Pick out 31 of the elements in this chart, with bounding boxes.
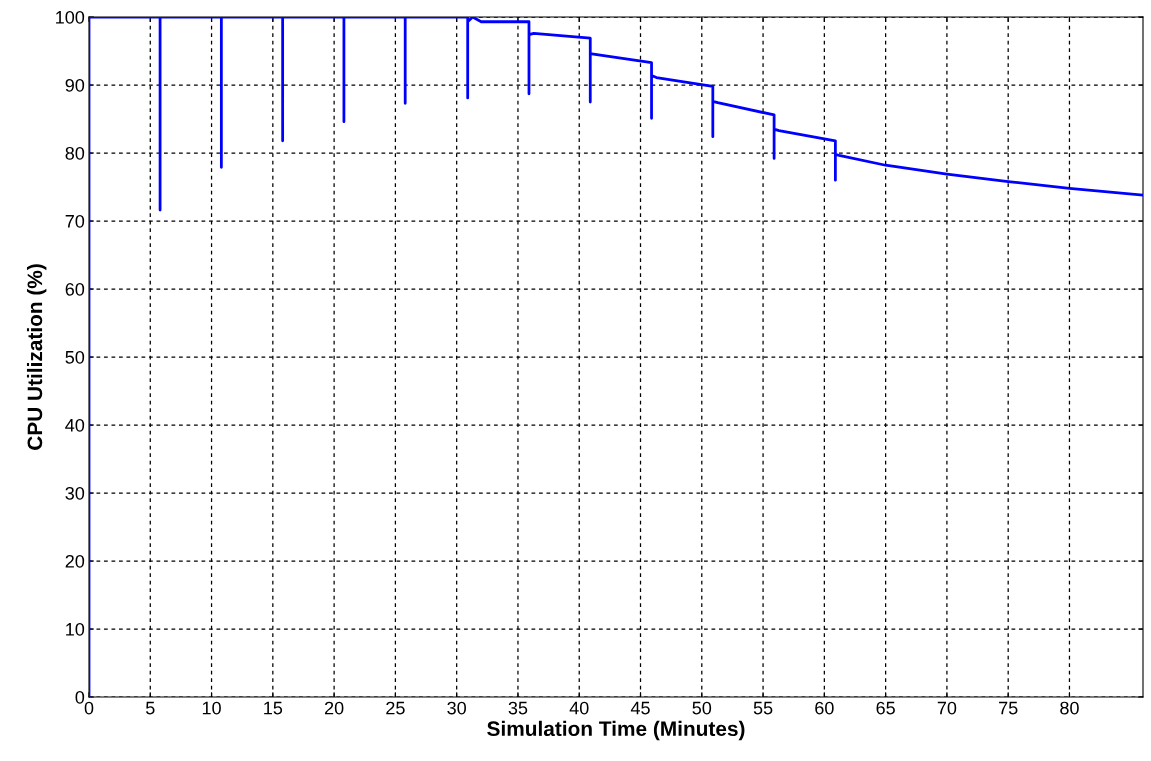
x-tick-label: 10 bbox=[202, 701, 221, 715]
x-tick-label: 80 bbox=[1060, 701, 1079, 715]
y-tick-label: 40 bbox=[65, 418, 85, 432]
y-tick-label: 30 bbox=[65, 486, 85, 500]
y-tick-label: 20 bbox=[65, 554, 85, 568]
x-tick-label: 15 bbox=[264, 701, 283, 715]
y-tick-label: 50 bbox=[65, 350, 85, 364]
x-tick-label: 20 bbox=[324, 701, 344, 715]
x-tick-label: 70 bbox=[937, 701, 957, 715]
x-tick-label: 60 bbox=[815, 701, 834, 715]
y-tick-label: 80 bbox=[65, 146, 85, 160]
x-tick-label: 55 bbox=[753, 701, 773, 715]
line-series bbox=[89, 17, 1143, 697]
x-tick-label: 25 bbox=[386, 701, 405, 715]
x-axis-title: Simulation Time (Minutes) bbox=[487, 720, 745, 741]
y-tick-label: 70 bbox=[65, 214, 85, 228]
y-axis-title: CPU Utilization (%) bbox=[26, 264, 47, 450]
x-tick-label: 65 bbox=[876, 701, 895, 715]
y-tick-label: 10 bbox=[66, 622, 85, 636]
x-tick-label: 75 bbox=[999, 701, 1018, 715]
y-tick-label: 100 bbox=[56, 10, 85, 24]
x-tick-label: 45 bbox=[630, 701, 650, 715]
x-tick-label: 5 bbox=[145, 701, 155, 715]
x-tick-label: 35 bbox=[508, 701, 528, 715]
x-tick-label: 30 bbox=[447, 701, 467, 715]
y-tick-label: 90 bbox=[65, 78, 85, 92]
x-tick-label: 0 bbox=[84, 701, 94, 715]
x-tick-label: 50 bbox=[692, 701, 712, 715]
y-tick-label: 60 bbox=[65, 282, 85, 296]
x-tick-label: 40 bbox=[569, 701, 589, 715]
y-tick-label: 0 bbox=[75, 690, 85, 704]
